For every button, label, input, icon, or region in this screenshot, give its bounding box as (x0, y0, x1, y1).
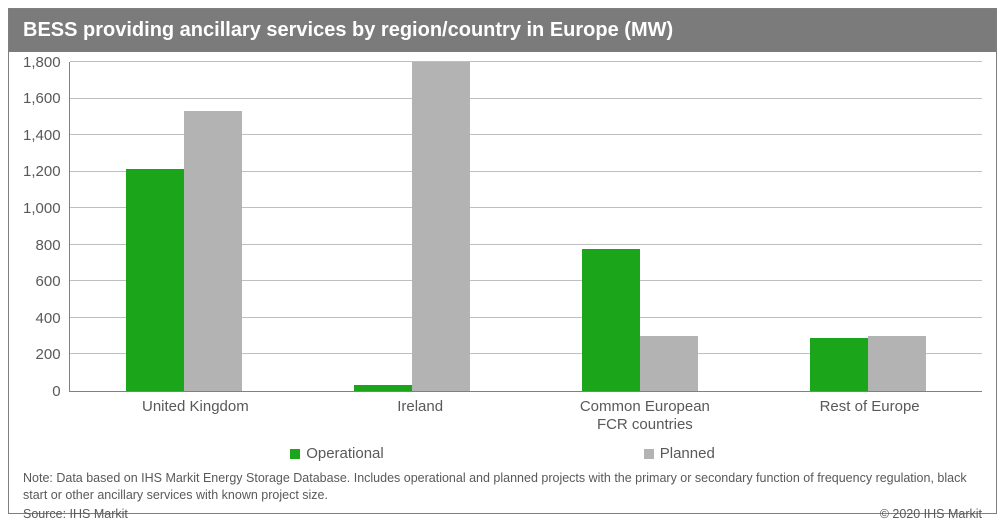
x-axis: United KingdomIrelandCommon EuropeanFCR … (23, 392, 982, 436)
bar (184, 111, 242, 391)
footer: Note: Data based on IHS Markit Energy St… (23, 470, 982, 523)
x-tick-label: Rest of Europe (757, 392, 982, 436)
plot (69, 62, 982, 392)
bar (868, 336, 926, 390)
bar (810, 338, 868, 391)
bar-group (582, 249, 698, 391)
x-tick-label: Common EuropeanFCR countries (533, 392, 758, 436)
source-text: Source: IHS Markit (23, 506, 128, 523)
copyright-text: © 2020 IHS Markit (880, 506, 982, 523)
chart-content: 1,8001,6001,4001,2001,0008006004002000 U… (9, 52, 996, 529)
legend-label: Operational (306, 445, 384, 462)
legend-item: Operational (290, 445, 384, 462)
chart-container: BESS providing ancillary services by reg… (8, 8, 997, 514)
gridline (70, 61, 982, 62)
x-tick-label: Ireland (308, 392, 533, 436)
bar-group (810, 336, 926, 390)
y-axis: 1,8001,6001,4001,2001,0008006004002000 (23, 62, 69, 392)
note-text: Note: Data based on IHS Markit Energy St… (23, 470, 982, 504)
bar-group (126, 111, 242, 391)
bar-group (354, 62, 470, 391)
x-tick-label: United Kingdom (83, 392, 308, 436)
gridline (70, 98, 982, 99)
bar (354, 385, 412, 391)
legend-swatch (290, 449, 300, 459)
plot-area: 1,8001,6001,4001,2001,0008006004002000 (23, 62, 982, 392)
bar (582, 249, 640, 391)
bar (412, 62, 470, 391)
bar (126, 169, 184, 391)
chart-title: BESS providing ancillary services by reg… (9, 9, 996, 52)
legend-label: Planned (660, 445, 715, 462)
bar (640, 336, 698, 390)
legend-swatch (644, 449, 654, 459)
legend-item: Planned (644, 445, 715, 462)
legend: Operational Planned (23, 435, 982, 470)
